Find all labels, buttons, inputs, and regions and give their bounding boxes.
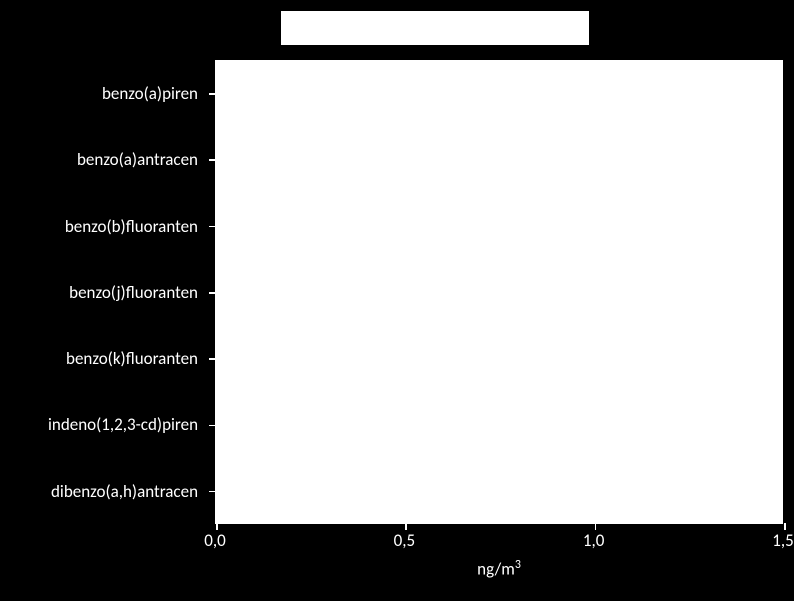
y-axis-labels: benzo(a)piren benzo(a)antracen benzo(b)flu… <box>0 60 210 540</box>
chart-title-box <box>280 10 590 46</box>
x-axis-title: ng/m3 <box>215 558 783 580</box>
y-axis-tick <box>209 159 216 161</box>
x-axis-label: 0,5 <box>394 530 415 551</box>
y-axis-tick <box>209 491 216 493</box>
plot-area <box>215 60 783 524</box>
x-axis-label: 1,5 <box>772 530 793 551</box>
x-axis-title-sup: 3 <box>515 558 521 572</box>
x-axis-tick <box>784 523 786 530</box>
y-axis-label: indeno(1,2,3-cd)piren <box>48 414 198 435</box>
x-axis-title-text: ng/m <box>477 559 515 580</box>
y-axis-tick <box>209 226 216 228</box>
x-axis-tick <box>405 523 407 530</box>
x-axis-label: 0,0 <box>204 530 225 551</box>
y-axis-label: dibenzo(a,h)antracen <box>51 481 198 502</box>
y-axis-tick <box>209 358 216 360</box>
y-axis-tick <box>209 425 216 427</box>
y-axis-label: benzo(j)fluoranten <box>69 282 198 303</box>
x-axis-label: 1,0 <box>583 530 604 551</box>
x-axis-tick <box>216 523 218 530</box>
x-axis-labels: 0,00,51,01,5 <box>215 530 783 555</box>
y-axis-tick <box>209 292 216 294</box>
y-axis-label: benzo(k)fluoranten <box>66 348 198 369</box>
x-axis-tick <box>595 523 597 530</box>
y-axis-label: benzo(a)piren <box>102 83 198 104</box>
chart-container: benzo(a)piren benzo(a)antracen benzo(b)flu… <box>0 10 794 590</box>
y-axis-tick <box>209 93 216 95</box>
y-axis-label: benzo(b)fluoranten <box>65 216 198 237</box>
y-axis-label: benzo(a)antracen <box>77 149 198 170</box>
